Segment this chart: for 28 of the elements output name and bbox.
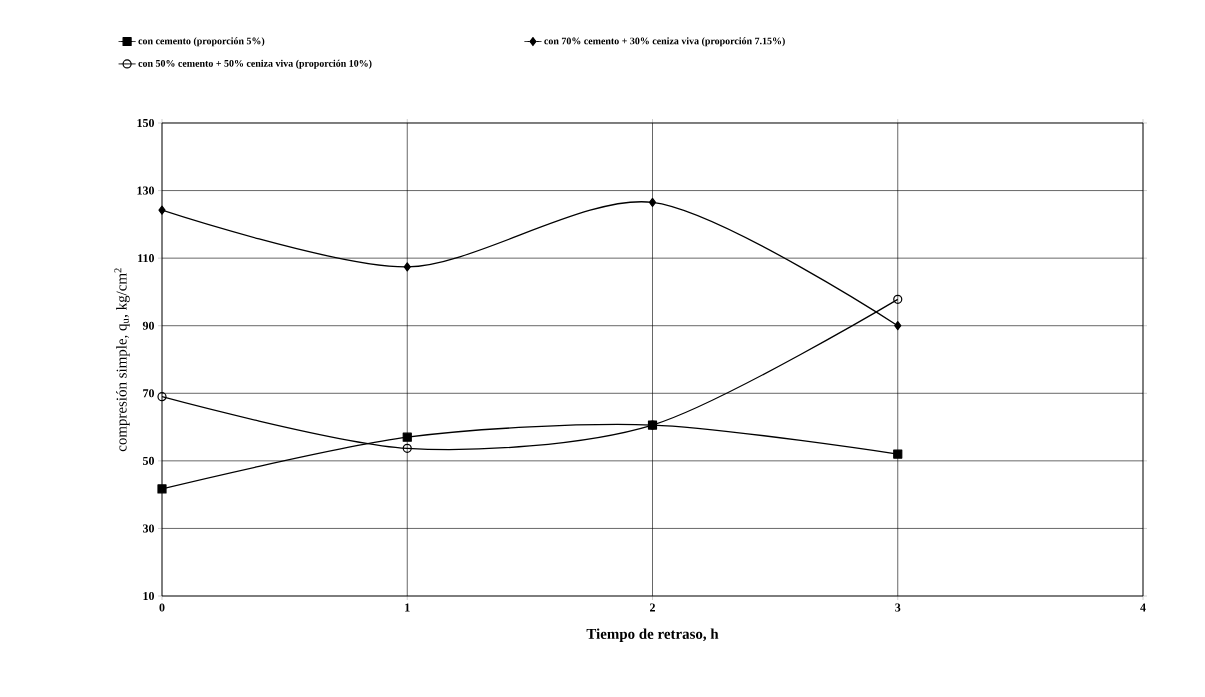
point	[402, 443, 412, 453]
legend-label: con 50% cemento + 50% ceniza viva (proporción 10%)	[138, 59, 372, 69]
x-tick-label: 3	[895, 603, 901, 612]
y-tick-label: 30	[142, 524, 155, 533]
y-tick-label: 130	[137, 186, 155, 195]
legend-label: con cemento (proporción 5%)	[138, 37, 265, 47]
point	[157, 392, 167, 402]
point	[158, 205, 166, 215]
x-axis-title: Tiempo de retraso, h	[586, 628, 719, 642]
point	[403, 262, 411, 272]
y-tick-label: 70	[143, 389, 155, 398]
x-tick-label: 0	[159, 603, 165, 612]
y-tick-label: 150	[137, 118, 155, 128]
point	[402, 432, 412, 442]
x-tick-label: 4	[1140, 603, 1146, 612]
point	[157, 484, 167, 494]
y-tick-label: 50	[143, 456, 155, 465]
y-axis-title: compresión simple, q$_{u}$, kg/cm$^{2}$	[114, 268, 130, 452]
y-tick-label: 110	[138, 254, 155, 263]
point	[893, 294, 903, 304]
legend-label: con 70% cemento + 30% ceniza viva (proporción 7.15%)	[544, 37, 785, 47]
y-tick-label: 10	[143, 591, 155, 601]
x-tick-label: 2	[650, 603, 655, 612]
point	[648, 197, 657, 207]
point	[893, 449, 903, 459]
x-tick-label: 1	[405, 603, 410, 612]
point	[894, 321, 902, 331]
y-tick-label: 90	[142, 321, 155, 330]
